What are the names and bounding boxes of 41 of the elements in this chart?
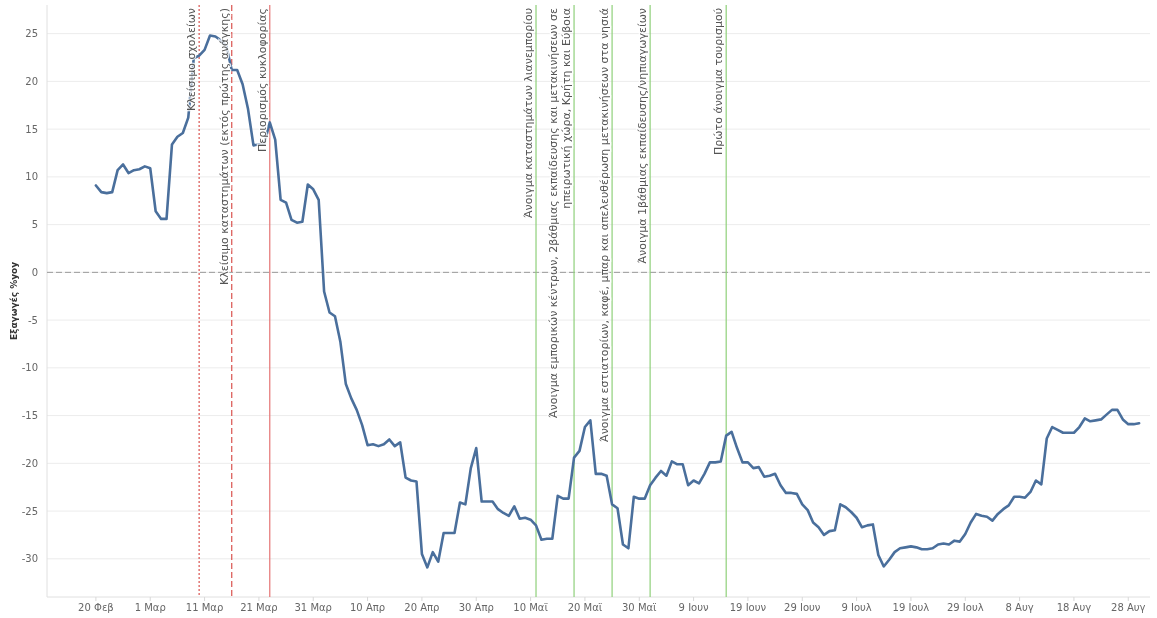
y-tick-label: 15 bbox=[25, 123, 38, 135]
y-tick-label: -5 bbox=[28, 314, 38, 326]
x-tick-label: 20 Φεβ bbox=[78, 602, 114, 613]
x-tick-label: 19 Ιουν bbox=[729, 602, 767, 613]
x-tick-label: 9 Ιουλ bbox=[841, 602, 872, 613]
x-tick-label: 8 Αυγ bbox=[1005, 602, 1034, 613]
x-tick-label: 18 Αυγ bbox=[1056, 602, 1092, 613]
y-tick-label: 5 bbox=[31, 219, 38, 231]
y-axis-title: Εξαγωγές %yoy bbox=[9, 261, 19, 341]
y-tick-label: -25 bbox=[21, 505, 38, 517]
ref-line-label: Άνοιγμα εμπορικών κέντρων, 2βάθμιας εκπαίδευσης και μετακινήσεων σε ηπειρωτική χώρα, Κρήτη και Εύβοια bbox=[547, 7, 574, 418]
x-tick-label: 29 Ιουλ bbox=[946, 602, 984, 613]
x-tick-label: 31 Μαρ bbox=[294, 602, 332, 613]
ref-line-label: Περιορισμός κυκλοφορίας bbox=[255, 8, 269, 152]
x-tick-label: 21 Μαρ bbox=[240, 602, 278, 613]
ref-line-label: Άνοιγμα 1βάθμιας εκπαίδευσης/νηπιαγωγείων bbox=[636, 8, 650, 264]
y-tick-label: 20 bbox=[25, 75, 38, 87]
x-tick-label: 29 Ιουν bbox=[784, 602, 821, 613]
ref-line-label: Άνοιγμα καταστημάτων λιανεμπορίου bbox=[522, 8, 536, 219]
y-tick-label: -20 bbox=[21, 457, 38, 469]
x-tick-label: 10 Απρ bbox=[350, 602, 386, 613]
ref-line-label: Κλείσιμο σχολείων bbox=[185, 8, 199, 111]
x-tick-label: 9 Ιουν bbox=[678, 602, 709, 613]
x-tick-label: 19 Ιουλ bbox=[892, 602, 930, 613]
ref-line-label: Άνοιγμα εστιατορίων, καφέ, μπαρ και απελευθέρωση μετακινήσεων στα νησιά bbox=[598, 8, 612, 442]
x-tick-label: 20 Μαϊ bbox=[567, 602, 603, 613]
y-tick-label: -10 bbox=[21, 362, 38, 374]
ref-line-label: Κλείσιμο καταστημάτων (εκτός πρώτης ανάγκης) bbox=[217, 8, 231, 285]
y-tick-label: 25 bbox=[25, 28, 38, 40]
x-tick-label: 11 Μαρ bbox=[185, 602, 224, 613]
y-tick-label: 10 bbox=[25, 171, 38, 183]
x-tick-label: 10 Μαϊ bbox=[513, 602, 549, 613]
y-tick-label: -30 bbox=[21, 553, 38, 565]
ref-line-label: Πρώτο άνοιγμα τουρισμού bbox=[712, 8, 726, 155]
y-tick-label: 0 bbox=[31, 266, 38, 278]
y-tick-label: -15 bbox=[21, 410, 38, 422]
x-tick-label: 30 Μαϊ bbox=[621, 602, 658, 613]
x-tick-label: 20 Απρ bbox=[404, 602, 440, 613]
x-tick-label: 28 Αυγ bbox=[1111, 602, 1146, 613]
x-tick-label: 1 Μαρ bbox=[134, 602, 166, 613]
x-tick-label: 30 Απρ bbox=[458, 602, 494, 613]
